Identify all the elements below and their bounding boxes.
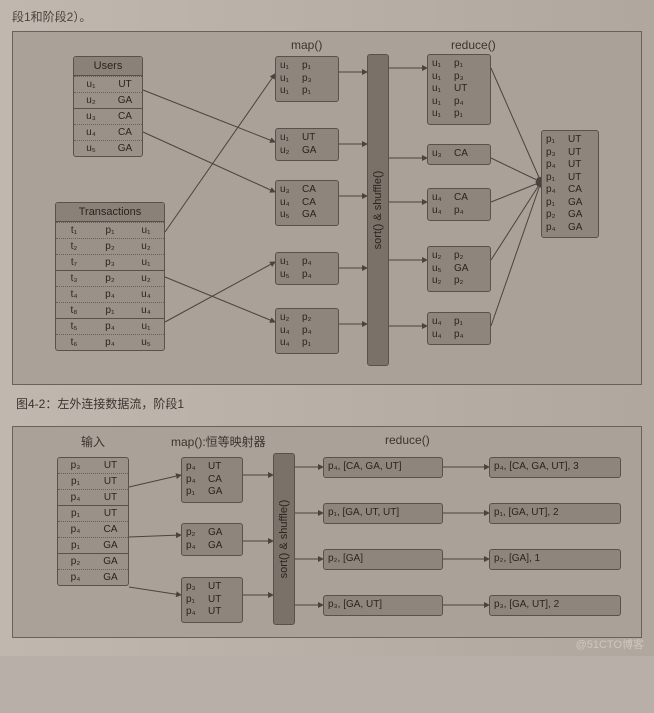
table-row: t₃p₂u₂ xyxy=(56,270,164,286)
table-row: p₄CA xyxy=(58,521,128,537)
table-row: u₁UT xyxy=(74,76,142,92)
map-box: p₂GAp₄GA xyxy=(181,523,243,556)
watermark: @51CTO博客 xyxy=(576,636,644,652)
table-row: t₅p₄u₁ xyxy=(56,318,164,334)
fragment-text: 段1和阶段2）。 xyxy=(12,8,642,25)
map-box: u₁p₄u₅p₄ xyxy=(275,252,339,285)
users-table: Users u₁UTu₂GAu₃CAu₄CAu₅GA xyxy=(73,56,143,157)
shuffle-bar: sort() & shuffle() xyxy=(367,54,389,366)
shuffle-label: sort() & shuffle() xyxy=(372,171,384,250)
table-row: t₈p₁u₄ xyxy=(56,302,164,318)
table-row: p₄UT xyxy=(58,489,128,505)
table-row: u₄CA xyxy=(74,124,142,140)
transactions-title: Transactions xyxy=(56,203,164,222)
map-box: u₂p₂u₄p₄u₄p₁ xyxy=(275,308,339,354)
reduce-in-box: p₂, [GA] xyxy=(323,549,443,570)
label-reduce2: reduce() xyxy=(385,433,430,447)
reduce-out-box: p₂, [GA], 1 xyxy=(489,549,621,570)
reduce-box: u₄CAu₄p₄ xyxy=(427,188,491,221)
table-row: p₁GA xyxy=(58,537,128,553)
table-row: t₂p₂u₂ xyxy=(56,238,164,254)
table-row: p₁UT xyxy=(58,473,128,489)
map-box: u₁p₁u₁p₃u₁p₁ xyxy=(275,56,339,102)
label-map2: map():恒等映射器 xyxy=(171,433,266,450)
reduce-box: u₁p₁u₁p₃u₁UTu₁p₄u₁p₁ xyxy=(427,54,491,125)
label-input: 输入 xyxy=(81,433,105,450)
table-row: u₂GA xyxy=(74,92,142,108)
reduce-box: u₄p₁u₄p₄ xyxy=(427,312,491,345)
table-row: t₄p₄u₄ xyxy=(56,286,164,302)
map-box: p₃UTp₁UTp₄UT xyxy=(181,577,243,623)
diagram-2: 输入 map():恒等映射器 reduce() p₃UTp₁UTp₄UTp₁UT… xyxy=(12,426,642,638)
transactions-table: Transactions t₁p₁u₁t₂p₂u₂t₇p₃u₁t₃p₂u₂t₄p… xyxy=(55,202,165,351)
reduce-box: u₃CA xyxy=(427,144,491,165)
shuffle-bar-2: sort() & shuffle() xyxy=(273,453,295,625)
reduce-in-box: p₃, [GA, UT] xyxy=(323,595,443,616)
diagram-1: map() reduce() Users u₁UTu₂GAu₃CAu₄CAu₅G… xyxy=(12,31,642,385)
table-row: p₄GA xyxy=(58,569,128,585)
table-row: t₁p₁u₁ xyxy=(56,222,164,238)
label-map: map() xyxy=(291,38,322,52)
page: 段1和阶段2）。 map() reduce() Users u₁UTu₂GAu₃… xyxy=(0,0,654,656)
reduce-in-box: p₁, [GA, UT, UT] xyxy=(323,503,443,524)
label-reduce: reduce() xyxy=(451,38,496,52)
reduce-out-box: p₄, [CA, GA, UT], 3 xyxy=(489,457,621,478)
table-row: p₁UT xyxy=(58,505,128,521)
reduce-box: u₂p₂u₅GAu₂p₂ xyxy=(427,246,491,292)
table-row: p₂GA xyxy=(58,553,128,569)
table-row: p₃UT xyxy=(58,458,128,473)
map-box: u₃CAu₄CAu₅GA xyxy=(275,180,339,226)
users-title: Users xyxy=(74,57,142,76)
reduce-out-box: p₁, [GA, UT], 2 xyxy=(489,503,621,524)
diagram-1-caption: 图4-2：左外连接数据流，阶段1 xyxy=(16,395,642,412)
output-box: p₁UTp₃UTp₄UTp₁UTp₄CAp₁GAp₂GAp₄GA xyxy=(541,130,599,238)
table-row: t₇p₃u₁ xyxy=(56,254,164,270)
map-box: u₁UTu₂GA xyxy=(275,128,339,161)
map-box: p₄UTp₄CAp₁GA xyxy=(181,457,243,503)
table-row: t₆p₄u₅ xyxy=(56,334,164,350)
input-table: p₃UTp₁UTp₄UTp₁UTp₄CAp₁GAp₂GAp₄GA xyxy=(57,457,129,586)
shuffle-label-2: sort() & shuffle() xyxy=(278,500,290,579)
table-row: u₃CA xyxy=(74,108,142,124)
reduce-in-box: p₄, [CA, GA, UT] xyxy=(323,457,443,478)
table-row: u₅GA xyxy=(74,140,142,156)
reduce-out-box: p₃, [GA, UT], 2 xyxy=(489,595,621,616)
